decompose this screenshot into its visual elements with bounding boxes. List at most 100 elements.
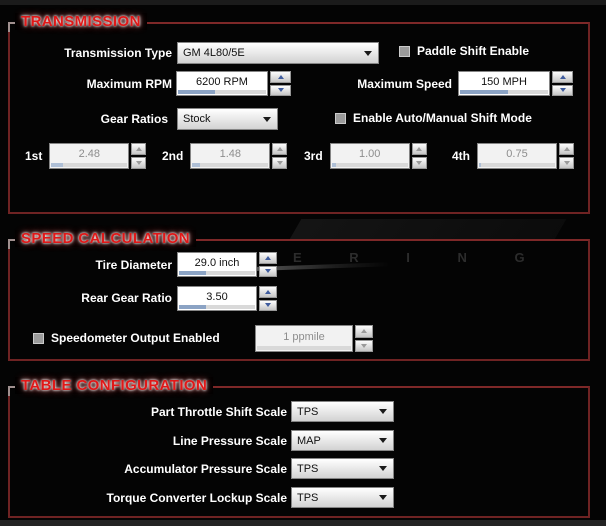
spin-down-button <box>272 157 288 169</box>
arrow-up-icon <box>265 289 271 294</box>
arrow-down-icon <box>563 161 570 165</box>
maximum-speed-progress-fill <box>460 90 509 94</box>
part-throttle-shift-scale-row: Part Throttle Shift Scale TPS <box>10 401 394 422</box>
spin-down-button <box>131 157 147 169</box>
speed-calculation-section-title: SPEED CALCULATION <box>15 230 197 247</box>
gear-2-spinner: 1.48 <box>190 143 288 169</box>
arrow-down-icon <box>277 88 284 93</box>
accumulator-pressure-scale-dropdown[interactable]: TPS <box>291 458 394 479</box>
dropdown-arrow-icon <box>263 116 271 122</box>
dropdown-arrow-icon <box>379 495 387 500</box>
arrow-down-icon <box>135 161 142 165</box>
tire-diameter-label: Tire Diameter <box>95 258 172 272</box>
spin-down-button <box>411 157 427 169</box>
line-pressure-scale-dropdown[interactable]: MAP <box>291 430 394 451</box>
speed-calculation-section: SPEED CALCULATION Tire Diameter 29.0 inc… <box>8 230 590 361</box>
arrow-down-icon <box>265 303 271 308</box>
gear-2-value: 1.48 <box>190 143 271 169</box>
gear-4-value: 0.75 <box>477 143 557 169</box>
arrow-down-icon <box>416 161 423 165</box>
table-configuration-section: TABLE CONFIGURATION Part Throttle Shift … <box>8 377 590 518</box>
tire-diameter-value[interactable]: 29.0 inch <box>177 252 257 277</box>
gear-3-label: 3rd <box>304 149 323 163</box>
maximum-speed-spinner[interactable]: 150 MPH <box>458 71 573 96</box>
maximum-speed-progress-track <box>460 90 548 94</box>
spin-down-button <box>355 339 373 352</box>
paddle-shift-checkbox[interactable] <box>399 45 410 57</box>
spin-down-button[interactable] <box>259 265 277 277</box>
spin-up-button[interactable] <box>259 252 277 264</box>
transmission-type-value: GM 4L80/5E <box>183 47 245 59</box>
gear-1-label: 1st <box>25 149 43 163</box>
gear-4-group: 4th 0.75 <box>452 143 574 169</box>
torque-converter-lockup-scale-row: Torque Converter Lockup Scale TPS <box>10 487 394 508</box>
part-throttle-shift-scale-label: Part Throttle Shift Scale <box>150 404 287 419</box>
transmission-type-label: Transmission Type <box>64 46 172 60</box>
maximum-rpm-value[interactable]: 6200 RPM <box>176 71 268 96</box>
rear-gear-ratio-label: Rear Gear Ratio <box>81 291 172 305</box>
arrow-down-icon <box>276 161 283 165</box>
spin-down-button <box>559 157 574 169</box>
speedometer-output-label: Speedometer Output Enabled <box>51 331 220 345</box>
dropdown-arrow-icon <box>364 50 372 56</box>
spin-down-button[interactable] <box>270 84 291 96</box>
part-throttle-shift-scale-dropdown[interactable]: TPS <box>291 401 394 422</box>
transmission-section: TRANSMISSION Transmission Type GM 4L80/5… <box>8 13 590 214</box>
gear-4-spinner: 0.75 <box>477 143 574 169</box>
gear-ratios-value: Stock <box>183 113 211 125</box>
arrow-up-icon <box>277 74 284 79</box>
watermark-shape <box>288 219 567 241</box>
gear-1-group: 1st 2.48 <box>25 143 147 169</box>
torque-converter-lockup-scale-label: Torque Converter Lockup Scale <box>106 490 288 505</box>
dropdown-arrow-icon <box>379 438 387 443</box>
arrow-down-icon <box>559 88 566 93</box>
accumulator-pressure-scale-value: TPS <box>297 462 319 475</box>
dropdown-arrow-icon <box>379 409 387 414</box>
top-edge <box>0 0 606 5</box>
auto-manual-shift-checkbox[interactable] <box>335 112 346 124</box>
maximum-rpm-spinner[interactable]: 6200 RPM <box>176 71 291 96</box>
gear-4-label: 4th <box>452 149 470 163</box>
speedometer-output-value: 1 ppmile <box>255 325 353 352</box>
gear-3-group: 3rd 1.00 <box>304 143 427 169</box>
spin-up-button[interactable] <box>259 286 277 298</box>
spin-up-button <box>411 143 427 155</box>
accumulator-pressure-scale-label: Accumulator Pressure Scale <box>124 461 287 476</box>
spin-up-button[interactable] <box>552 71 573 83</box>
bottom-edge <box>0 520 606 526</box>
maximum-speed-value[interactable]: 150 MPH <box>458 71 550 96</box>
accumulator-pressure-scale-row: Accumulator Pressure Scale TPS <box>10 458 394 479</box>
arrow-up-icon <box>416 147 423 151</box>
gear-2-label: 2nd <box>162 149 184 163</box>
torque-converter-lockup-scale-dropdown[interactable]: TPS <box>291 487 394 508</box>
gear-3-spinner: 1.00 <box>329 143 427 169</box>
gear-3-value: 1.00 <box>329 143 410 169</box>
gear-2-group: 2nd 1.48 <box>162 143 288 169</box>
rear-gear-ratio-value[interactable]: 3.50 <box>177 286 257 311</box>
gear-ratios-dropdown[interactable]: Stock <box>177 108 278 130</box>
arrow-up-icon <box>563 147 570 151</box>
transmission-type-dropdown[interactable]: GM 4L80/5E <box>177 42 379 64</box>
maximum-rpm-label: Maximum RPM <box>86 77 172 91</box>
background-watermark: E R I N G <box>293 250 547 265</box>
speedometer-output-row: Speedometer Output Enabled <box>33 330 220 346</box>
tire-diameter-spinner[interactable]: 29.0 inch <box>177 252 277 277</box>
spin-up-button <box>272 143 288 155</box>
speedometer-output-checkbox[interactable] <box>33 332 44 344</box>
rear-gear-ratio-spinner[interactable]: 3.50 <box>177 286 277 311</box>
arrow-up-icon <box>135 147 142 151</box>
line-pressure-scale-value: MAP <box>297 434 321 447</box>
arrow-down-icon <box>361 343 367 348</box>
spin-down-button[interactable] <box>259 299 277 311</box>
maximum-speed-label: Maximum Speed <box>357 77 452 91</box>
spin-up-button[interactable] <box>270 71 291 83</box>
gear-1-value: 2.48 <box>49 143 130 169</box>
auto-manual-shift-label: Enable Auto/Manual Shift Mode <box>353 111 532 125</box>
gear-1-spinner: 2.48 <box>49 143 147 169</box>
spin-up-button <box>559 143 574 155</box>
spin-up-button <box>355 325 373 338</box>
spin-down-button[interactable] <box>552 84 573 96</box>
maximum-rpm-progress-track <box>178 90 266 94</box>
arrow-up-icon <box>361 329 367 334</box>
arrow-up-icon <box>559 74 566 79</box>
